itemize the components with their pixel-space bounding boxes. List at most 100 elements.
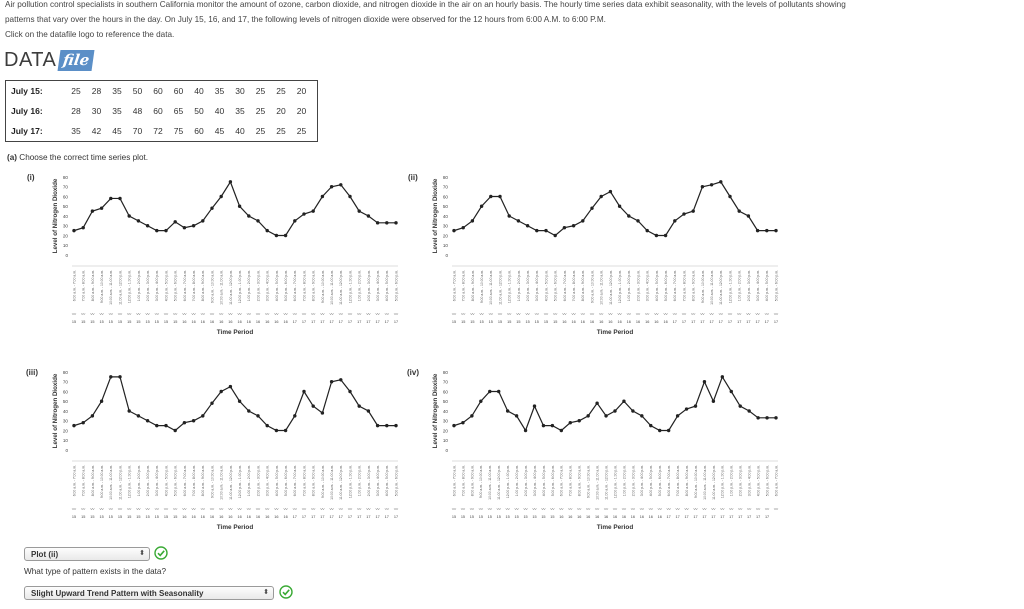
axis-break-mark — [709, 312, 714, 316]
pattern-choice-value: Slight Upward Trend Pattern with Seasona… — [31, 589, 204, 598]
axis-break-mark — [755, 312, 760, 316]
time-series-plot-ii[interactable]: Level of Nitrogen Dioxide 0 10 20 30 40 50 60 70… — [428, 173, 780, 343]
x-tick-label: 12:00 p.m. - 1:00 p.m. — [128, 270, 132, 303]
axis-break-mark — [99, 507, 104, 511]
x-day-label: 17 — [693, 515, 697, 519]
data-point — [488, 389, 492, 394]
axis-break-mark — [523, 507, 528, 511]
x-tick-label: 9:00 a.m. - 10:00 a.m. — [590, 270, 594, 303]
x-day-label: 17 — [348, 515, 352, 519]
data-point — [293, 414, 297, 418]
data-point — [497, 389, 501, 394]
y-tick-label: 10 — [63, 438, 69, 443]
x-tick-label: 1:00 p.m. - 2:00 p.m. — [517, 270, 521, 301]
x-day-label: 16 — [604, 515, 608, 519]
y-tick-label: 0 — [445, 448, 448, 453]
table-cell: 20 — [296, 86, 307, 96]
axis-break-mark — [488, 312, 493, 316]
x-day-label: 16 — [571, 320, 575, 324]
data-point — [729, 389, 733, 394]
axis-break-mark — [585, 507, 591, 511]
x-tick-label: 6:00 a.m. - 7:00 a.m. — [183, 270, 187, 301]
data-point — [173, 220, 177, 224]
time-series-plot-iv[interactable]: Level of Nitrogen Dioxide 0 10 20 30 40 50 60 70… — [428, 368, 780, 538]
axis-break-mark — [737, 312, 742, 316]
axis-break-mark — [550, 507, 555, 511]
x-tick-label: 9:00 a.m. - 10:00 a.m. — [210, 270, 214, 303]
panel-label-iv: (iv) — [407, 368, 419, 377]
x-tick-label: 4:00 p.m. - 5:00 p.m. — [164, 270, 168, 301]
x-day-label: 15 — [136, 320, 140, 324]
data-point — [145, 419, 150, 423]
x-tick-label: 11:00 a.m. - 12:00 p.m. — [609, 270, 613, 305]
axis-break-mark — [163, 312, 169, 316]
table-cell: 60 — [153, 86, 163, 96]
axis-break-mark — [571, 312, 576, 316]
x-axis-label: Time Period — [217, 329, 254, 336]
x-day-label: 16 — [247, 515, 251, 519]
axis-break-mark — [635, 312, 641, 316]
axis-break-mark — [200, 507, 205, 511]
axis-break-mark — [283, 312, 288, 316]
y-tick-label: 60 — [63, 389, 69, 394]
axis-break-mark — [639, 507, 645, 511]
axis-break-mark — [255, 312, 261, 316]
part-a-text: Choose the correct time series plot. — [17, 153, 149, 162]
x-day-label: 16 — [640, 515, 644, 519]
x-day-label: 15 — [516, 320, 520, 324]
data-point — [247, 214, 251, 218]
axis-break-mark — [173, 507, 178, 511]
x-tick-label: 6:00 a.m. - 7:00 a.m. — [452, 465, 456, 496]
x-tick-label: 2:00 p.m. - 3:00 p.m. — [367, 465, 371, 496]
time-series-plot-iii[interactable]: Level of Nitrogen Dioxide 0 10 20 30 40 50 60 70… — [48, 368, 400, 538]
y-tick-label: 10 — [63, 243, 69, 248]
axis-break-mark — [755, 507, 761, 511]
axis-break-mark — [375, 312, 380, 316]
x-day-label: 15 — [507, 320, 511, 324]
x-tick-label: 8:00 a.m. - 9:00 a.m. — [471, 270, 475, 301]
axis-break-mark — [108, 507, 113, 511]
time-series-plot-i[interactable]: Level of Nitrogen Dioxide 0 10 20 30 40 50 60 70… — [48, 173, 400, 343]
x-day-label: 17 — [711, 515, 715, 519]
x-day-label: 17 — [394, 320, 398, 324]
data-point — [479, 399, 483, 403]
data-point — [507, 214, 511, 218]
axis-break-mark — [608, 312, 613, 316]
axis-break-mark — [451, 312, 457, 316]
y-tick-label: 40 — [63, 409, 69, 414]
x-day-label: 15 — [109, 320, 113, 324]
pattern-choice-select[interactable]: Slight Upward Trend Pattern with Seasona… — [24, 586, 274, 600]
x-day-label: 17 — [719, 320, 723, 324]
x-tick-label: 11:00 a.m. - 12:00 p.m. — [712, 465, 716, 500]
y-tick-label: 20 — [63, 233, 69, 238]
x-day-label: 15 — [461, 320, 465, 324]
x-day-label: 16 — [191, 515, 195, 519]
axis-break-mark — [746, 312, 751, 316]
axis-break-mark — [136, 312, 141, 316]
data-point — [452, 423, 456, 428]
x-tick-label: 10:00 a.m. - 11:00 a.m. — [109, 465, 113, 500]
data-point — [755, 228, 760, 233]
x-tick-label: 1:00 p.m. - 2:00 p.m. — [247, 465, 251, 496]
data-point — [774, 416, 778, 420]
x-day-label: 16 — [283, 320, 287, 324]
data-point — [470, 414, 474, 418]
correct-check-icon — [154, 546, 168, 560]
data-point — [711, 399, 716, 403]
axis-break-mark — [320, 312, 325, 316]
series-line — [73, 180, 396, 237]
axis-break-mark — [127, 507, 132, 511]
data-point — [219, 389, 223, 394]
datafile-logo[interactable]: DATA file — [4, 49, 96, 71]
y-tick-label: 40 — [63, 214, 69, 219]
plot-choice-select[interactable]: Plot (ii) ⬍ — [24, 547, 150, 561]
x-day-label: 17 — [302, 320, 306, 324]
axis-break-mark — [145, 312, 150, 316]
x-day-label: 17 — [311, 515, 315, 519]
x-tick-label: 10:00 a.m. - 11:00 a.m. — [488, 465, 492, 500]
axis-break-mark — [654, 312, 659, 316]
panel-label-i: (i) — [27, 173, 35, 182]
table-cell: 45 — [214, 126, 225, 136]
data-point — [673, 219, 677, 223]
axis-break-mark — [228, 507, 233, 511]
